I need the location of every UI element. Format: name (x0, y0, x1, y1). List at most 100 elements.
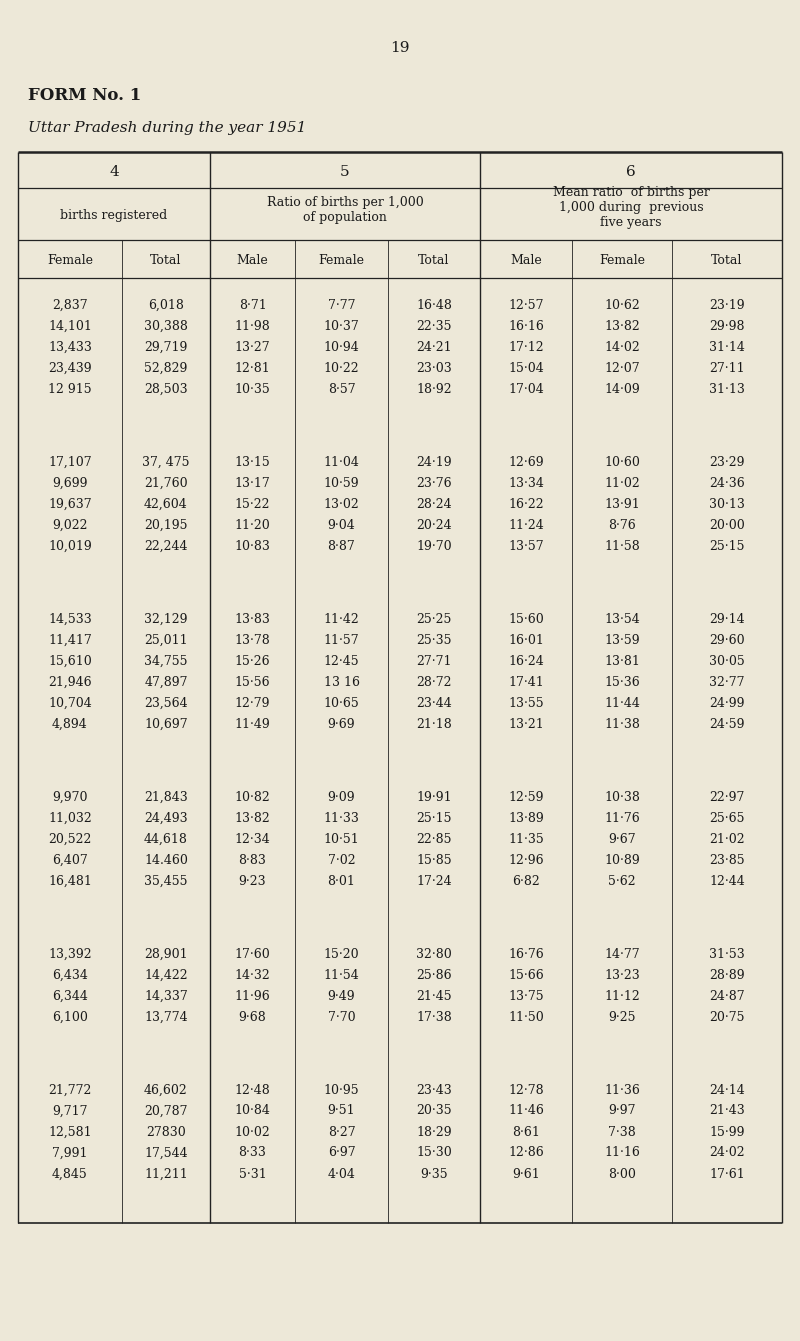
Text: 12·81: 12·81 (234, 362, 270, 374)
Text: 15·66: 15·66 (508, 968, 544, 982)
Text: Total: Total (711, 253, 742, 267)
Text: Uttar Pradesh during the year 1951: Uttar Pradesh during the year 1951 (28, 121, 306, 135)
Text: 11·16: 11·16 (604, 1147, 640, 1160)
Text: 17,544: 17,544 (144, 1147, 188, 1160)
Text: 10·89: 10·89 (604, 853, 640, 866)
Text: 8·76: 8·76 (608, 519, 636, 531)
Text: 32·80: 32·80 (416, 948, 452, 960)
Text: 20·24: 20·24 (416, 519, 452, 531)
Text: 12·34: 12·34 (234, 833, 270, 845)
Text: Male: Male (510, 253, 542, 267)
Text: 29·60: 29·60 (709, 633, 745, 646)
Text: 17·24: 17·24 (416, 874, 452, 888)
Text: 12·78: 12·78 (508, 1084, 544, 1097)
Text: 15·04: 15·04 (508, 362, 544, 374)
Text: 37, 475: 37, 475 (142, 456, 190, 468)
Text: 25·15: 25·15 (416, 811, 452, 825)
Text: 13·82: 13·82 (234, 811, 270, 825)
Text: 17,107: 17,107 (48, 456, 92, 468)
Text: 16·24: 16·24 (508, 654, 544, 668)
Text: 8·01: 8·01 (327, 874, 355, 888)
Text: 12·07: 12·07 (604, 362, 640, 374)
Text: 13,774: 13,774 (144, 1011, 188, 1023)
Text: 11·44: 11·44 (604, 696, 640, 709)
Text: 28,901: 28,901 (144, 948, 188, 960)
Text: 11,211: 11,211 (144, 1168, 188, 1180)
Text: 11·54: 11·54 (324, 968, 359, 982)
Text: 6,100: 6,100 (52, 1011, 88, 1023)
Text: 52,829: 52,829 (144, 362, 188, 374)
Text: 25·25: 25·25 (416, 613, 452, 625)
Text: 35,455: 35,455 (144, 874, 188, 888)
Text: 9·04: 9·04 (328, 519, 355, 531)
Text: 10,697: 10,697 (144, 717, 188, 731)
Text: 11·35: 11·35 (508, 833, 544, 845)
Text: 6,018: 6,018 (148, 299, 184, 311)
Text: Total: Total (418, 253, 450, 267)
Text: 9·68: 9·68 (238, 1011, 266, 1023)
Text: 21,772: 21,772 (48, 1084, 92, 1097)
Text: 13·89: 13·89 (508, 811, 544, 825)
Text: 21·18: 21·18 (416, 717, 452, 731)
Text: 17·60: 17·60 (234, 948, 270, 960)
Text: Female: Female (318, 253, 365, 267)
Text: 19,637: 19,637 (48, 498, 92, 511)
Text: 13·54: 13·54 (604, 613, 640, 625)
Text: 17·12: 17·12 (508, 341, 544, 354)
Text: 19: 19 (390, 42, 410, 55)
Text: 8·83: 8·83 (238, 853, 266, 866)
Text: 12·59: 12·59 (508, 790, 544, 803)
Text: 24·19: 24·19 (416, 456, 452, 468)
Text: 13·02: 13·02 (324, 498, 359, 511)
Text: 11·04: 11·04 (323, 456, 359, 468)
Text: 12·44: 12·44 (709, 874, 745, 888)
Text: 11·49: 11·49 (234, 717, 270, 731)
Text: 9·51: 9·51 (328, 1105, 355, 1117)
Text: 31·14: 31·14 (709, 341, 745, 354)
Text: Female: Female (47, 253, 93, 267)
Text: 15·56: 15·56 (234, 676, 270, 688)
Text: 20·00: 20·00 (709, 519, 745, 531)
Text: 8·27: 8·27 (328, 1125, 355, 1139)
Text: 10·51: 10·51 (324, 833, 359, 845)
Text: 10·94: 10·94 (324, 341, 359, 354)
Text: 44,618: 44,618 (144, 833, 188, 845)
Text: 6,407: 6,407 (52, 853, 88, 866)
Text: 17·41: 17·41 (508, 676, 544, 688)
Text: 9·49: 9·49 (328, 990, 355, 1003)
Text: 14·02: 14·02 (604, 341, 640, 354)
Text: 28·72: 28·72 (416, 676, 452, 688)
Text: 13·75: 13·75 (508, 990, 544, 1003)
Text: births registered: births registered (60, 208, 168, 221)
Text: 30·13: 30·13 (709, 498, 745, 511)
Text: 17·04: 17·04 (508, 382, 544, 396)
Text: 21,760: 21,760 (144, 476, 188, 489)
Text: 13·17: 13·17 (234, 476, 270, 489)
Text: 9·09: 9·09 (328, 790, 355, 803)
Text: 16·76: 16·76 (508, 948, 544, 960)
Text: 11·57: 11·57 (324, 633, 359, 646)
Text: 13·57: 13·57 (508, 539, 544, 552)
Text: 25·15: 25·15 (710, 539, 745, 552)
Text: 24·02: 24·02 (709, 1147, 745, 1160)
Text: 23·85: 23·85 (709, 853, 745, 866)
Text: 32·77: 32·77 (710, 676, 745, 688)
Text: 10·83: 10·83 (234, 539, 270, 552)
Text: 25·35: 25·35 (416, 633, 452, 646)
Text: 13·91: 13·91 (604, 498, 640, 511)
Text: 8·87: 8·87 (328, 539, 355, 552)
Text: 10·95: 10·95 (324, 1084, 359, 1097)
Text: 22,244: 22,244 (144, 539, 188, 552)
Text: 10,019: 10,019 (48, 539, 92, 552)
Text: 9·67: 9·67 (608, 833, 636, 845)
Text: 28·24: 28·24 (416, 498, 452, 511)
Text: 6·82: 6·82 (512, 874, 540, 888)
Text: 16·48: 16·48 (416, 299, 452, 311)
Text: 47,897: 47,897 (144, 676, 188, 688)
Text: 5: 5 (340, 165, 350, 178)
Text: 30·05: 30·05 (709, 654, 745, 668)
Text: 11·36: 11·36 (604, 1084, 640, 1097)
Text: 6,344: 6,344 (52, 990, 88, 1003)
Text: 9,022: 9,022 (52, 519, 88, 531)
Text: 14.460: 14.460 (144, 853, 188, 866)
